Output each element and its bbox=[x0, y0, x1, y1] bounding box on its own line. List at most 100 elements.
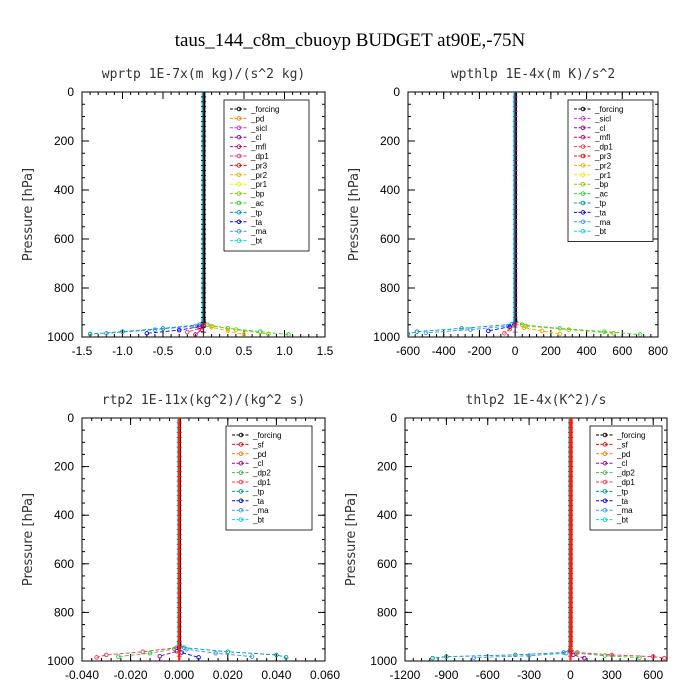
legend-label: _bt bbox=[252, 516, 265, 525]
legend-label: _dp2 bbox=[252, 469, 271, 478]
legend-marker bbox=[236, 144, 242, 149]
series-point_dp1 bbox=[94, 655, 99, 660]
y-tick-label: 600 bbox=[380, 232, 400, 246]
legend-marker bbox=[238, 489, 244, 494]
x-tick-label: 300 bbox=[602, 668, 622, 682]
legend-label: _tp bbox=[250, 208, 263, 217]
legend-label: _ma bbox=[252, 506, 269, 515]
legend-label: _pr3 bbox=[250, 161, 268, 170]
panel-title: thlp2 1E-4x(K^2)/s bbox=[466, 393, 607, 408]
series-point_ma bbox=[213, 650, 218, 656]
y-tick-label: 1000 bbox=[47, 330, 74, 344]
panel-1: wprtp 1E-7x(m kg)/(s^2 kg) Pressure [hPa]… bbox=[21, 67, 334, 358]
x-tick-label: 0.040 bbox=[261, 668, 291, 682]
legend-box bbox=[223, 99, 310, 252]
series-point_tp bbox=[414, 329, 420, 334]
legend-marker bbox=[238, 479, 244, 485]
x-tick-label: -200 bbox=[467, 344, 491, 358]
series-point_ac bbox=[602, 329, 607, 334]
legend-marker bbox=[580, 153, 586, 159]
legend-label: _bp bbox=[594, 180, 609, 189]
y-tick-label: 800 bbox=[380, 281, 400, 295]
series-point_dp1 bbox=[650, 654, 656, 659]
legend-marker bbox=[580, 219, 586, 225]
series-point_tp bbox=[430, 655, 435, 661]
series-line_ma bbox=[106, 320, 204, 334]
series-point_ma bbox=[471, 655, 477, 660]
legend-marker bbox=[580, 134, 586, 140]
legend: _forcing_pd_sicl_cl_mfl_dp1_pr3_pr2_pr1_… bbox=[223, 99, 310, 252]
legend-marker bbox=[580, 210, 586, 215]
series-point_pr2 bbox=[557, 331, 563, 337]
series-point_dp2 bbox=[172, 646, 177, 652]
legend-label: _dp1 bbox=[616, 478, 635, 487]
series-point_ta bbox=[486, 328, 491, 334]
legend-marker bbox=[602, 507, 608, 513]
series-line_dp1 bbox=[96, 641, 180, 658]
legend-label: _sicl bbox=[250, 124, 267, 133]
legend-label: _cl bbox=[594, 124, 605, 133]
x-tick-label: -400 bbox=[432, 344, 456, 358]
series-point_ac bbox=[257, 329, 263, 334]
legend-label: _bp bbox=[250, 190, 265, 199]
legend-label: _dp1 bbox=[594, 143, 613, 152]
series-line_tp bbox=[432, 648, 571, 659]
legend-label: _ma bbox=[250, 227, 267, 236]
series-point_ac bbox=[637, 332, 643, 337]
series-point_ta bbox=[144, 331, 150, 336]
legend-marker bbox=[602, 432, 608, 438]
y-tick-label: 400 bbox=[54, 183, 74, 197]
x-tick-label: -600 bbox=[476, 668, 500, 682]
legend-marker bbox=[238, 442, 244, 447]
legend-marker bbox=[238, 517, 244, 522]
x-tick-label: 0 bbox=[512, 344, 519, 358]
series-point_cl bbox=[582, 655, 587, 661]
series-line_ma bbox=[425, 320, 516, 334]
series-point_dp1 bbox=[104, 652, 109, 658]
x-tick-label: 1.0 bbox=[276, 344, 293, 358]
x-tick-label: -0.5 bbox=[153, 344, 174, 358]
x-tick-label: 600 bbox=[643, 668, 663, 682]
figure-title: taus_144_c8m_cbuoyp BUDGET at90E,-75N bbox=[175, 30, 526, 51]
x-tick-label: 0.0 bbox=[195, 344, 212, 358]
series-point_bp bbox=[233, 327, 239, 332]
legend-label: _bt bbox=[594, 227, 607, 236]
legend-label: _tp bbox=[252, 487, 265, 496]
series-line_dp1 bbox=[504, 324, 516, 334]
y-tick-label: 0 bbox=[393, 85, 400, 99]
series-point_pr2 bbox=[241, 332, 247, 337]
panel-title: wprtp 1E-7x(m kg)/(s^2 kg) bbox=[102, 67, 306, 82]
legend-marker bbox=[236, 191, 242, 196]
legend-box bbox=[589, 425, 663, 531]
legend-label: _ta bbox=[594, 208, 607, 217]
x-tick-label: 0.5 bbox=[236, 344, 253, 358]
y-tick-label: 200 bbox=[54, 134, 74, 148]
legend-label: _pr3 bbox=[594, 152, 612, 161]
series-point_bp bbox=[266, 331, 271, 337]
y-tick-label: 0 bbox=[67, 411, 74, 425]
legend-label: _bt bbox=[616, 516, 629, 525]
series-point_tp bbox=[87, 331, 93, 337]
legend-marker bbox=[580, 163, 586, 168]
legend-marker bbox=[602, 479, 608, 485]
legend-label: _sf bbox=[616, 440, 628, 449]
series-point_tp bbox=[225, 649, 231, 655]
legend-label: _pd bbox=[616, 450, 630, 459]
legend-label: _pd bbox=[252, 450, 266, 459]
series-group bbox=[408, 92, 643, 337]
series-point_tp bbox=[160, 326, 166, 331]
legend-label: _ac bbox=[594, 190, 608, 199]
series-point_ma bbox=[193, 323, 198, 329]
y-tick-label: 200 bbox=[377, 460, 397, 474]
legend-marker bbox=[236, 153, 242, 159]
legend-marker bbox=[580, 228, 586, 234]
x-tick-label: 600 bbox=[612, 344, 632, 358]
series-group bbox=[430, 418, 667, 661]
series-line_dp1 bbox=[570, 648, 665, 659]
series-point_ma bbox=[423, 330, 429, 336]
series-point_dp1 bbox=[609, 652, 615, 658]
series-point_ma bbox=[104, 331, 109, 336]
series-point_bp bbox=[611, 331, 616, 336]
